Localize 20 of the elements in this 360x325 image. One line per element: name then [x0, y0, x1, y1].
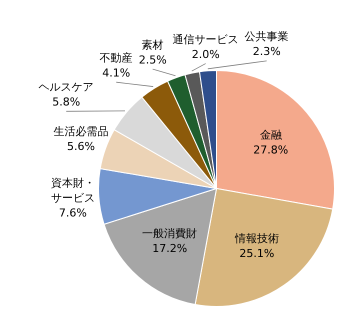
- slice-label: 素材: [142, 38, 164, 52]
- data-label: 27.8%: [253, 143, 288, 156]
- data-label: 4.1%: [102, 66, 130, 80]
- data-label: 2.3%: [252, 45, 281, 58]
- data-label: 2.5%: [138, 54, 167, 67]
- data-label: 17.2%: [152, 242, 188, 255]
- data-label: 2.0%: [192, 48, 220, 61]
- slice-label: 資本財・サービス: [50, 176, 95, 204]
- slice-label: 公共事業: [244, 30, 289, 44]
- slice-label: 通信サービス: [172, 32, 239, 46]
- data-label: 25.1%: [239, 247, 274, 260]
- data-label: 7.6%: [58, 206, 87, 220]
- slice-label: 一般消費財: [142, 226, 198, 240]
- slice-label: 情報技術: [234, 232, 279, 246]
- slice-label: 不動産: [100, 52, 133, 65]
- data-label: 5.8%: [52, 96, 80, 109]
- slice-label: 金融: [260, 128, 282, 142]
- slice-label: ヘルスケア: [38, 80, 94, 94]
- data-label: 5.6%: [67, 140, 95, 154]
- slice-label: 生活必需品: [54, 125, 109, 138]
